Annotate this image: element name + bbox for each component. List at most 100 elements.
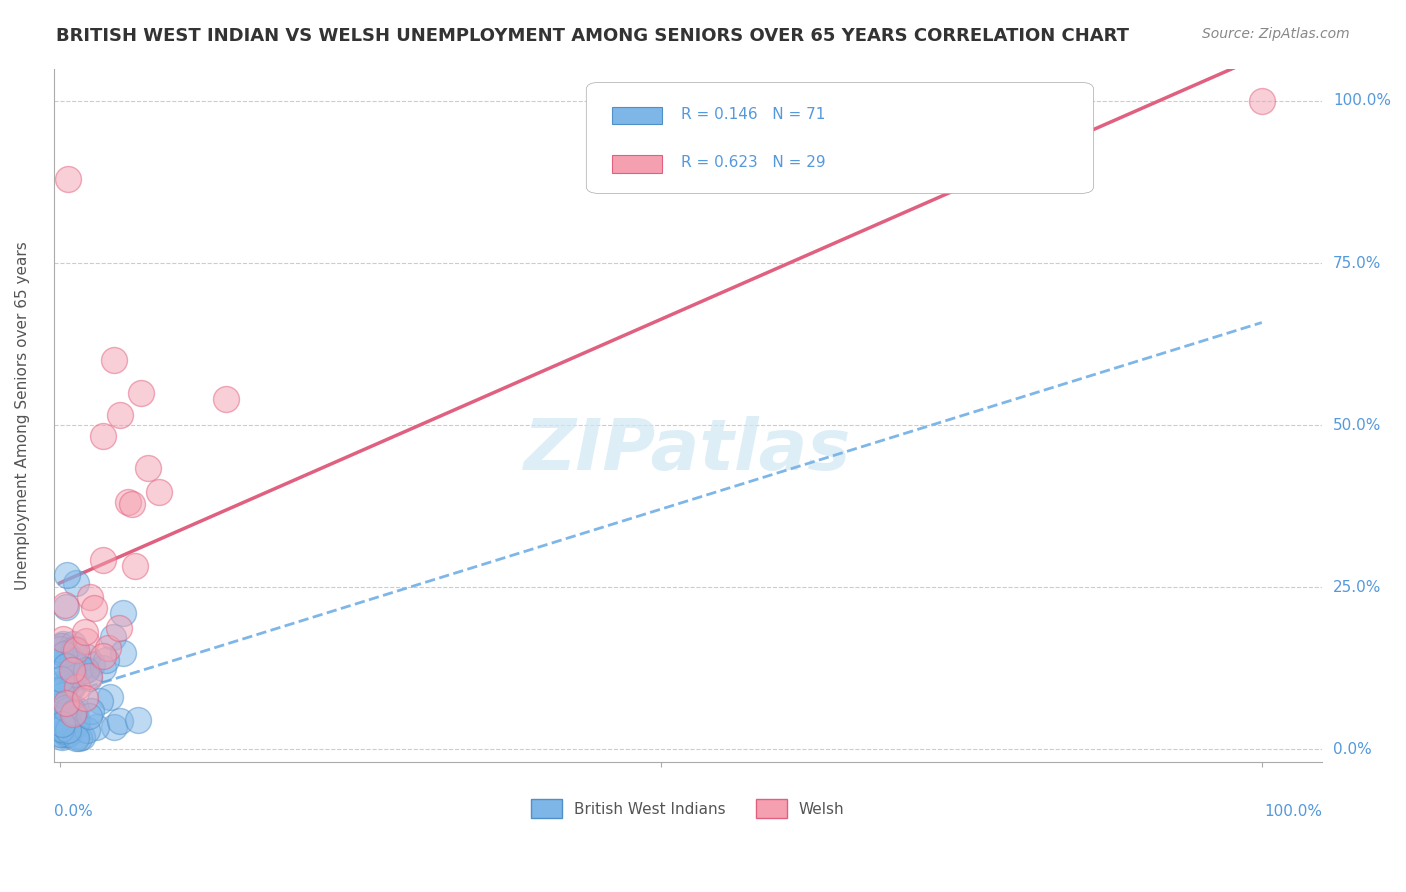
Welsh <box>1250 94 1272 108</box>
British West Indians <box>55 727 77 741</box>
British West Indians <box>55 677 77 691</box>
British West Indians <box>52 699 75 714</box>
British West Indians <box>52 676 75 690</box>
Welsh <box>91 553 114 567</box>
British West Indians <box>52 708 75 723</box>
British West Indians <box>59 679 82 693</box>
British West Indians <box>111 606 134 620</box>
Welsh <box>56 171 79 186</box>
Welsh <box>124 558 146 573</box>
British West Indians <box>51 723 73 737</box>
British West Indians <box>59 725 82 739</box>
British West Indians <box>62 667 84 681</box>
Text: Source: ZipAtlas.com: Source: ZipAtlas.com <box>1202 27 1350 41</box>
British West Indians <box>62 705 84 719</box>
British West Indians <box>62 679 84 693</box>
Welsh <box>62 706 84 721</box>
British West Indians <box>65 731 87 745</box>
British West Indians <box>55 599 77 614</box>
Text: 0.0%: 0.0% <box>53 804 93 819</box>
British West Indians <box>55 710 77 724</box>
British West Indians <box>53 701 76 715</box>
British West Indians <box>51 730 73 744</box>
Text: 0.0%: 0.0% <box>1333 742 1372 757</box>
British West Indians <box>55 568 77 582</box>
Welsh <box>73 691 96 706</box>
Welsh <box>53 598 76 612</box>
British West Indians <box>59 698 82 713</box>
British West Indians <box>52 647 75 661</box>
British West Indians <box>49 648 72 663</box>
British West Indians <box>51 711 73 725</box>
British West Indians <box>65 702 87 716</box>
British West Indians <box>91 661 114 675</box>
British West Indians <box>89 693 111 707</box>
Text: 25.0%: 25.0% <box>1333 580 1381 595</box>
British West Indians <box>56 714 79 728</box>
British West Indians <box>51 716 73 731</box>
Bar <box>612 155 662 173</box>
British West Indians <box>65 729 87 743</box>
Welsh <box>108 621 131 635</box>
Text: ZIPatlas: ZIPatlas <box>524 416 852 484</box>
Text: BRITISH WEST INDIAN VS WELSH UNEMPLOYMENT AMONG SENIORS OVER 65 YEARS CORRELATIO: BRITISH WEST INDIAN VS WELSH UNEMPLOYMEN… <box>56 27 1129 45</box>
British West Indians <box>69 661 91 675</box>
Text: 50.0%: 50.0% <box>1333 417 1381 433</box>
British West Indians <box>80 657 103 671</box>
British West Indians <box>65 575 87 590</box>
Welsh <box>75 625 97 640</box>
Y-axis label: Unemployment Among Seniors over 65 years: Unemployment Among Seniors over 65 years <box>15 241 30 590</box>
British West Indians <box>62 637 84 651</box>
British West Indians <box>79 671 101 685</box>
Welsh <box>215 392 238 407</box>
Welsh <box>103 353 125 368</box>
British West Indians <box>58 703 80 717</box>
British West Indians <box>56 723 79 737</box>
British West Indians <box>75 664 97 678</box>
British West Indians <box>77 709 100 723</box>
British West Indians <box>55 646 77 660</box>
Text: R = 0.146   N = 71: R = 0.146 N = 71 <box>682 107 825 122</box>
Text: 75.0%: 75.0% <box>1333 256 1381 270</box>
Welsh <box>131 385 153 400</box>
Welsh <box>148 485 170 500</box>
British West Indians <box>76 649 98 664</box>
British West Indians <box>63 641 86 656</box>
Welsh <box>75 633 97 648</box>
British West Indians <box>76 723 98 737</box>
Welsh <box>93 649 115 664</box>
Welsh <box>83 601 105 615</box>
British West Indians <box>49 639 72 653</box>
British West Indians <box>70 730 93 744</box>
Welsh <box>91 429 114 443</box>
Welsh <box>79 590 101 604</box>
Welsh <box>65 643 87 657</box>
Legend: British West Indians, Welsh: British West Indians, Welsh <box>524 793 851 824</box>
British West Indians <box>98 690 121 704</box>
British West Indians <box>49 642 72 657</box>
Text: 100.0%: 100.0% <box>1333 94 1391 109</box>
British West Indians <box>49 727 72 741</box>
British West Indians <box>52 637 75 651</box>
Welsh <box>77 669 100 683</box>
British West Indians <box>56 726 79 740</box>
British West Indians <box>55 658 77 673</box>
British West Indians <box>94 653 117 667</box>
British West Indians <box>66 714 89 728</box>
British West Indians <box>60 653 83 667</box>
FancyBboxPatch shape <box>586 82 1094 194</box>
Welsh <box>66 681 89 695</box>
British West Indians <box>103 721 125 735</box>
Welsh <box>108 408 131 422</box>
British West Indians <box>49 672 72 686</box>
British West Indians <box>49 663 72 677</box>
British West Indians <box>111 646 134 660</box>
British West Indians <box>110 714 132 728</box>
Text: 100.0%: 100.0% <box>1264 804 1322 819</box>
British West Indians <box>127 713 149 727</box>
British West Indians <box>103 630 125 644</box>
British West Indians <box>84 720 107 734</box>
British West Indians <box>49 682 72 697</box>
British West Indians <box>53 724 76 739</box>
Welsh <box>60 663 83 677</box>
